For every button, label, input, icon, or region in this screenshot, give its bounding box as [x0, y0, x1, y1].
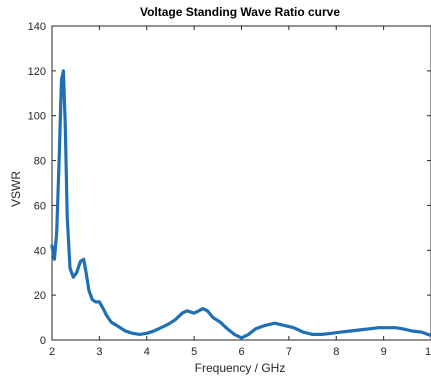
y-tick-label: 140 — [28, 21, 46, 33]
x-tick-label: 7 — [286, 346, 292, 358]
x-tick-label: 2 — [49, 346, 55, 358]
x-tick-label: 1 — [425, 346, 431, 358]
y-tick-label: 60 — [34, 200, 46, 212]
y-tick-label: 80 — [34, 156, 46, 168]
vswr-series-line — [50, 69, 431, 340]
x-tick-label: 6 — [238, 346, 244, 358]
x-tick-label: 3 — [96, 346, 102, 358]
x-tick-label: 8 — [333, 346, 339, 358]
x-tick-label: 5 — [191, 346, 197, 358]
y-tick-label: 120 — [28, 66, 46, 78]
chart-title: Voltage Standing Wave Ratio curve — [140, 5, 340, 19]
y-tick-label: 20 — [34, 290, 46, 302]
y-tick-label: 100 — [28, 111, 46, 123]
x-tick-label: 9 — [381, 346, 387, 358]
y-axis-label: VSWR — [9, 171, 23, 207]
y-tick-label: 0 — [40, 335, 46, 347]
x-tick-label: 4 — [144, 346, 150, 358]
y-tick-label: 40 — [34, 245, 46, 257]
x-axis-label: Frequency / GHz — [195, 361, 286, 375]
